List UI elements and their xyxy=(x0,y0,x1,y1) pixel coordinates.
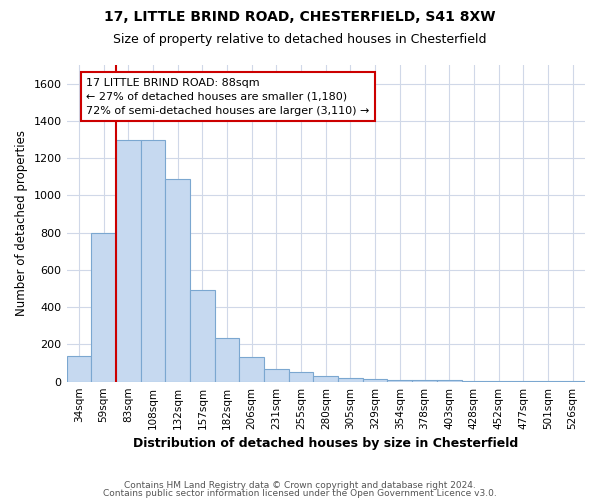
Text: 17 LITTLE BRIND ROAD: 88sqm
← 27% of detached houses are smaller (1,180)
72% of : 17 LITTLE BRIND ROAD: 88sqm ← 27% of det… xyxy=(86,78,370,116)
Text: Contains HM Land Registry data © Crown copyright and database right 2024.: Contains HM Land Registry data © Crown c… xyxy=(124,481,476,490)
Y-axis label: Number of detached properties: Number of detached properties xyxy=(15,130,28,316)
Bar xyxy=(388,380,412,382)
Bar xyxy=(190,290,215,382)
Bar xyxy=(313,376,338,382)
Bar xyxy=(67,356,91,382)
Bar xyxy=(289,372,313,382)
Bar xyxy=(363,379,388,382)
Bar xyxy=(140,140,165,382)
Bar xyxy=(486,380,511,382)
Bar xyxy=(116,140,140,382)
Bar xyxy=(239,358,264,382)
Bar xyxy=(511,380,536,382)
Bar xyxy=(461,380,486,382)
Bar xyxy=(437,380,461,382)
X-axis label: Distribution of detached houses by size in Chesterfield: Distribution of detached houses by size … xyxy=(133,437,518,450)
Bar xyxy=(338,378,363,382)
Bar xyxy=(264,368,289,382)
Bar xyxy=(91,232,116,382)
Bar xyxy=(560,380,585,382)
Text: 17, LITTLE BRIND ROAD, CHESTERFIELD, S41 8XW: 17, LITTLE BRIND ROAD, CHESTERFIELD, S41… xyxy=(104,10,496,24)
Bar xyxy=(412,380,437,382)
Text: Contains public sector information licensed under the Open Government Licence v3: Contains public sector information licen… xyxy=(103,488,497,498)
Bar xyxy=(215,338,239,382)
Bar xyxy=(165,178,190,382)
Bar xyxy=(536,380,560,382)
Text: Size of property relative to detached houses in Chesterfield: Size of property relative to detached ho… xyxy=(113,32,487,46)
